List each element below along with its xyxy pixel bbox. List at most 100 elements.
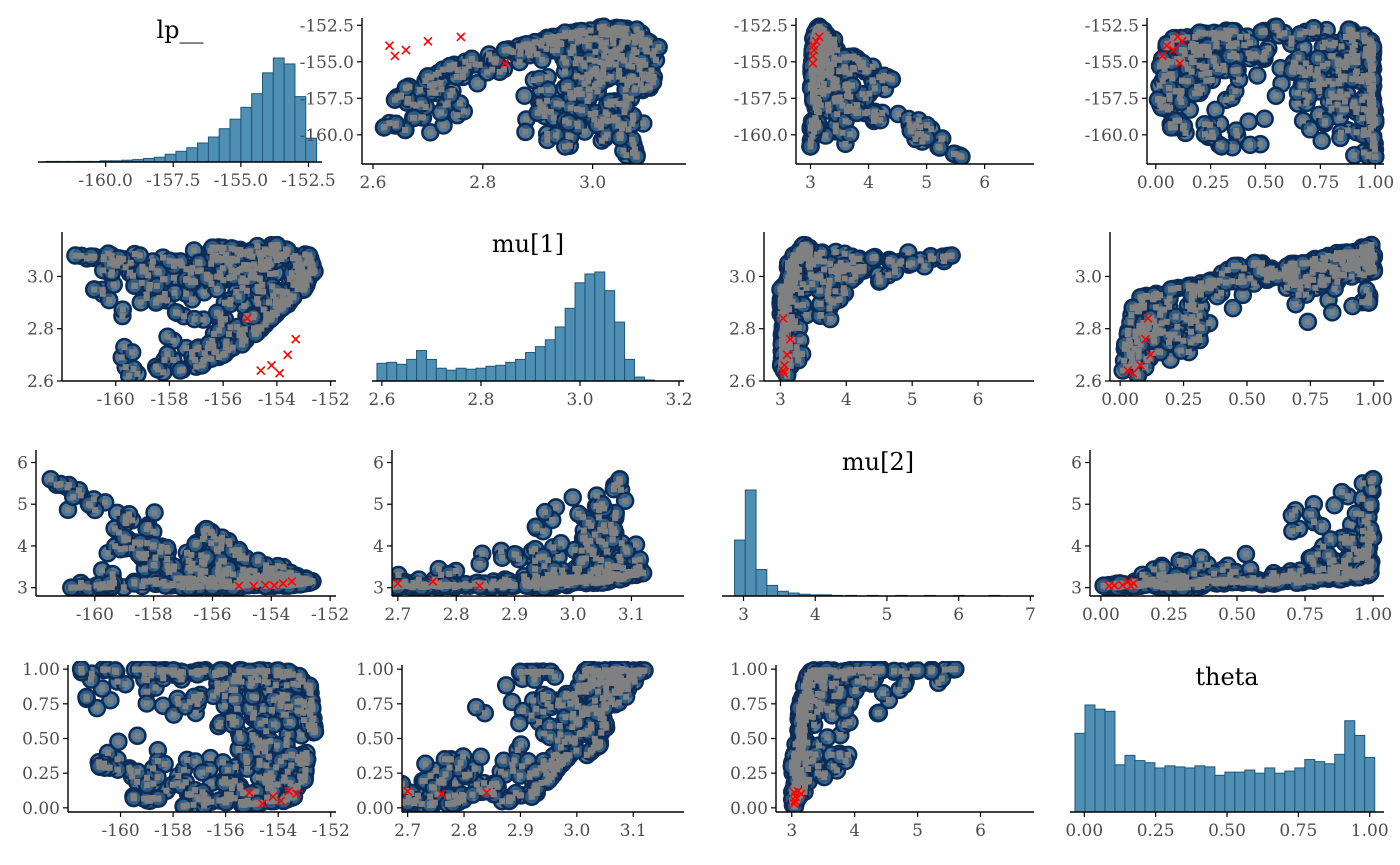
draw-point-core [263, 311, 270, 318]
draw-point-core [153, 299, 160, 306]
draw-point-core [1338, 43, 1345, 50]
draw-point-core [917, 257, 924, 264]
draw-point-core [885, 272, 892, 279]
draw-point-core [1316, 76, 1323, 83]
draw-point-core [606, 60, 613, 67]
draw-point-core [815, 67, 822, 74]
draw-point-core [146, 285, 153, 292]
divergent-marker [1162, 41, 1172, 51]
draw-point-core [852, 55, 859, 62]
draw-point-core [243, 313, 250, 320]
draw-point-core [847, 131, 854, 138]
draw-point-core [560, 55, 567, 62]
draw-point-core [618, 52, 625, 59]
hist-0-x-tick-label: -157.5 [146, 171, 200, 191]
draw-point-core [923, 134, 930, 141]
draw-point-core [223, 253, 230, 260]
draw-point-core [589, 67, 596, 74]
draw-point-core [273, 303, 280, 310]
draw-point-core [1211, 29, 1218, 36]
draw-point-core [1208, 76, 1215, 83]
draw-point-core [817, 273, 824, 280]
draw-point-core [1319, 44, 1326, 51]
draw-point-core [453, 73, 460, 80]
hist-bar [175, 150, 188, 163]
draw-point-core [1353, 33, 1360, 40]
draw-point-core [817, 312, 824, 319]
draw-point-core [820, 278, 827, 285]
draw-point-core [145, 272, 152, 279]
draw-point-core [803, 284, 810, 291]
panel-0-3-x-tick-label: 0.25 [1192, 173, 1230, 193]
draw-point-core [439, 66, 446, 73]
draw-point-core [841, 262, 848, 269]
draw-point-core [1370, 44, 1377, 51]
draw-point-core [645, 71, 652, 78]
divergent-marker [401, 45, 411, 55]
draw-point-core [817, 102, 824, 109]
hist-bar [624, 358, 635, 382]
draw-point-core [633, 49, 640, 56]
draw-point-core [219, 256, 226, 263]
panel-1-2-x-tick-label: 5 [907, 390, 918, 410]
hist-bar [1234, 771, 1246, 813]
draw-point-core [189, 349, 196, 356]
draw-point-core [1200, 47, 1207, 54]
draw-point-core [230, 273, 237, 280]
draw-point-core [799, 281, 806, 288]
draw-point-core [836, 56, 843, 63]
draw-point-core [600, 117, 607, 124]
draw-point-core [431, 81, 438, 88]
panel-0-3-x-tick-label: 0.75 [1301, 173, 1339, 193]
draw-point-core [1169, 75, 1176, 82]
draw-point-core [563, 32, 570, 39]
draw-point-core [825, 283, 832, 290]
draw-point-core [630, 115, 637, 122]
draw-point-core [833, 269, 840, 276]
draw-point-core [627, 95, 634, 102]
draw-point-core [871, 85, 878, 92]
draw-point-core [272, 296, 279, 303]
draw-point-core [597, 124, 604, 131]
draw-point-core [823, 86, 830, 93]
draw-point-core [849, 82, 856, 89]
draw-point-core [830, 75, 837, 82]
draw-point-core [292, 253, 299, 260]
draw-point-core [629, 136, 636, 143]
draw-point-core [639, 71, 646, 78]
divergent-marker [456, 32, 466, 42]
divergent-marker [266, 360, 277, 370]
draw-point-core [1361, 38, 1368, 45]
draw-point-core [640, 75, 647, 82]
draw-point-core [832, 128, 839, 135]
draw-point-core [1159, 55, 1166, 62]
hist-0-x-tick-label: -152.5 [281, 171, 335, 191]
draw-point-core [842, 118, 849, 125]
draw-point-core [1312, 72, 1319, 79]
draw-point-core [1336, 114, 1343, 121]
draw-point-core [454, 112, 461, 119]
draw-point-core [828, 268, 835, 275]
draw-point-core [219, 248, 226, 255]
draw-point-core [819, 26, 826, 33]
draw-point-core [812, 64, 819, 71]
draw-point-core [1300, 117, 1307, 124]
draw-point-core [958, 153, 965, 160]
draw-point-core [183, 345, 190, 352]
draw-point-core [1210, 134, 1217, 141]
draw-point-core [1201, 131, 1208, 138]
draw-point-core [442, 101, 449, 108]
draw-point-core [260, 306, 267, 313]
draw-point-core [239, 284, 246, 291]
divergent-marker [256, 365, 266, 376]
draw-point-core [793, 257, 800, 264]
draw-point-core [1335, 67, 1342, 74]
draw-point-core [1300, 82, 1307, 89]
draw-point-core [537, 101, 544, 108]
draw-point-core [570, 43, 577, 50]
draw-point-core [115, 255, 122, 262]
draw-point-core [645, 76, 652, 83]
draw-point-core [585, 42, 592, 49]
draw-point-core [159, 254, 166, 261]
draw-point-core [630, 33, 637, 40]
